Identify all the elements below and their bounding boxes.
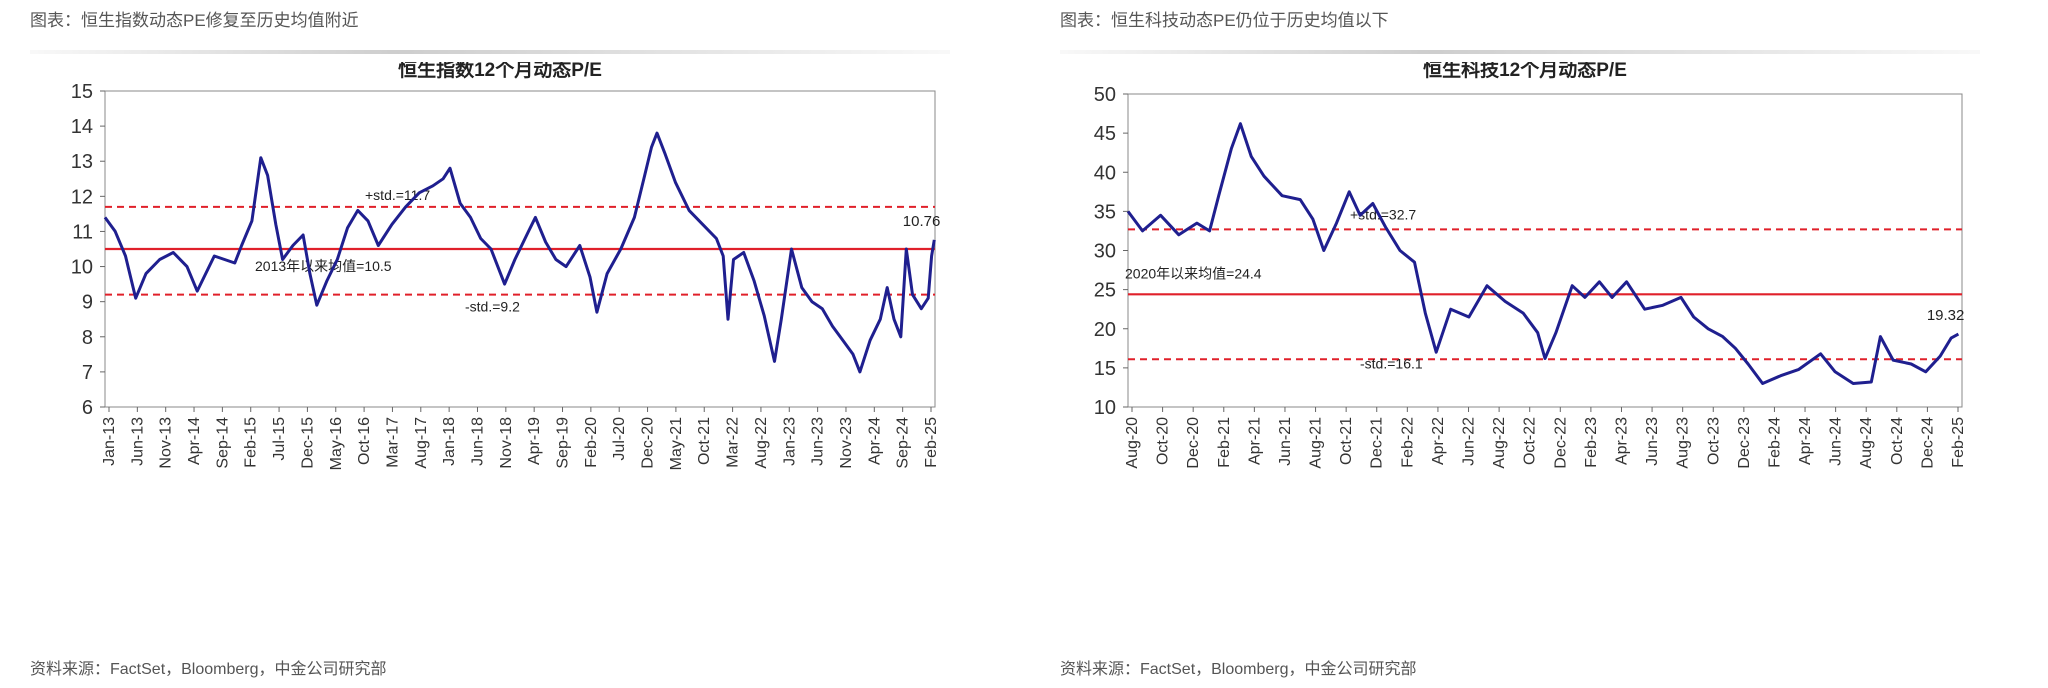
x-tick-label: Mar-17 [384, 417, 401, 468]
y-tick-label: 20 [1094, 319, 1116, 341]
x-tick-label: Sep-24 [895, 417, 912, 469]
reference-line-label: 2013年以来均值=10.5 [255, 258, 392, 274]
x-tick-label: Feb-25 [923, 417, 940, 468]
x-tick-label: Aug-17 [413, 417, 430, 469]
x-tick-label: Jun-13 [129, 417, 146, 466]
x-tick-label: Apr-19 [526, 417, 543, 465]
x-tick-label: Feb-22 [1399, 417, 1416, 468]
x-tick-label: Aug-23 [1675, 417, 1692, 469]
x-tick-label: Jan-18 [441, 417, 458, 466]
pe-series-line [1126, 122, 1960, 385]
caption-divider [1060, 50, 1980, 54]
y-tick-label: 8 [82, 327, 93, 349]
x-tick-label: Aug-22 [1491, 417, 1508, 469]
end-value-label: 19.32 [1927, 307, 1965, 324]
reference-line-label: 2020年以来均值=24.4 [1125, 265, 1262, 281]
x-tick-label: Jun-23 [810, 417, 827, 466]
y-tick-label: 15 [71, 81, 93, 103]
x-tick-label: Apr-22 [1430, 417, 1447, 465]
x-tick-label: Jun-24 [1828, 417, 1845, 466]
y-tick-label: 35 [1094, 201, 1116, 223]
x-tick-label: Jul-15 [271, 417, 288, 461]
x-tick-label: Feb-20 [583, 417, 600, 468]
y-tick-label: 50 [1094, 84, 1116, 106]
y-tick-label: 10 [71, 257, 93, 279]
y-tick-label: 40 [1094, 162, 1116, 184]
x-tick-label: Dec-23 [1736, 417, 1753, 469]
x-tick-label: Sep-14 [214, 417, 231, 469]
y-tick-label: 15 [1094, 358, 1116, 380]
x-tick-label: Dec-20 [640, 417, 657, 469]
reference-line-label: +std.=11.7 [365, 187, 430, 203]
x-tick-label: Aug-22 [753, 417, 770, 469]
figure-caption: 图表：恒生科技动态PE仍位于历史均值以下 [1060, 11, 1389, 30]
x-tick-label: Oct-20 [1155, 417, 1172, 465]
x-tick-label: Nov-18 [498, 417, 515, 469]
x-tick-label: Mar-22 [725, 417, 742, 468]
x-tick-label: Feb-25 [1950, 417, 1967, 468]
pe-series-line [103, 131, 936, 374]
x-tick-label: Jan-23 [781, 417, 798, 466]
x-tick-label: Oct-24 [1889, 417, 1906, 465]
x-tick-label: Oct-23 [1705, 417, 1722, 465]
x-tick-label: Jun-22 [1461, 417, 1478, 466]
x-tick-label: May-21 [668, 417, 685, 470]
y-tick-label: 30 [1094, 241, 1116, 263]
x-tick-label: Feb-24 [1766, 417, 1783, 468]
x-tick-label: Dec-22 [1552, 417, 1569, 469]
x-tick-label: Oct-21 [1338, 417, 1355, 465]
chart-title: 恒生指数12个月动态P/E [398, 62, 602, 81]
x-tick-label: Oct-16 [356, 417, 373, 465]
chart-title: 恒生科技12个月动态P/E [1423, 62, 1627, 81]
y-tick-label: 9 [82, 292, 93, 314]
x-tick-label: Feb-23 [1583, 417, 1600, 468]
y-tick-label: 14 [71, 116, 93, 138]
x-tick-label: Apr-23 [1613, 417, 1630, 465]
x-tick-label: Jan-13 [101, 417, 118, 466]
end-value-label: 10.76 [903, 213, 941, 230]
x-tick-label: Dec-20 [1185, 417, 1202, 469]
x-tick-label: Jul-20 [611, 417, 628, 461]
y-tick-label: 6 [82, 397, 93, 419]
x-tick-label: Aug-24 [1858, 417, 1875, 469]
y-tick-label: 13 [71, 151, 93, 173]
hstech-pe-chart: 恒生科技12个月动态P/E 10 15 20 25 30 35 40 45 50 Aug-20 Oct… [1094, 62, 1967, 469]
x-tick-label: Oct-21 [696, 417, 713, 465]
x-tick-label: Apr-14 [186, 417, 203, 465]
x-tick-label: Nov-23 [838, 417, 855, 469]
x-tick-label: Aug-20 [1124, 417, 1141, 469]
x-tick-label: Apr-24 [1797, 417, 1814, 465]
hsi-pe-chart: 恒生指数12个月动态P/E 6 7 8 9 10 11 12 13 14 15 Jan-13 Jun-1… [71, 62, 941, 470]
x-tick-label: Feb-15 [243, 417, 260, 468]
x-tick-label: Apr-24 [866, 417, 883, 465]
x-tick-label: Nov-13 [158, 417, 175, 469]
figure-caption: 图表：恒生指数动态PE修复至历史均值附近 [30, 11, 359, 30]
x-tick-label: Sep-19 [555, 417, 572, 469]
y-tick-label: 45 [1094, 123, 1116, 145]
y-tick-label: 10 [1094, 397, 1116, 419]
x-tick-label: Dec-24 [1919, 417, 1936, 469]
x-tick-label: Oct-22 [1522, 417, 1539, 465]
reference-line-label: -std.=9.2 [465, 299, 520, 315]
x-tick-label: Jun-23 [1644, 417, 1661, 466]
x-tick-label: Apr-21 [1246, 417, 1263, 465]
x-tick-label: Aug-21 [1308, 417, 1325, 469]
x-tick-label: Feb-21 [1216, 417, 1233, 468]
x-tick-label: Dec-21 [1369, 417, 1386, 469]
source-note: 资料来源：FactSet，Bloomberg，中金公司研究部 [30, 661, 387, 678]
y-tick-label: 11 [72, 221, 93, 243]
y-tick-label: 25 [1094, 280, 1116, 302]
x-tick-label: Jun-21 [1277, 417, 1294, 466]
reference-line-label: -std.=16.1 [1360, 355, 1423, 371]
x-tick-label: Jun-18 [469, 417, 486, 466]
panel-hstech: 图表：恒生科技动态PE仍位于历史均值以下 恒生科技12个月动态P/E 10 15 20… [1060, 0, 2048, 688]
caption-divider [30, 50, 950, 54]
y-tick-label: 7 [82, 362, 93, 384]
y-tick-label: 12 [71, 186, 93, 208]
x-tick-label: May-16 [328, 417, 345, 470]
x-tick-label: Dec-15 [299, 417, 316, 469]
panel-hsi: 图表：恒生指数动态PE修复至历史均值附近 恒生指数12个月动态P/E 6 7 8 9 10… [30, 0, 1030, 688]
source-note: 资料来源：FactSet，Bloomberg，中金公司研究部 [1060, 661, 1417, 678]
